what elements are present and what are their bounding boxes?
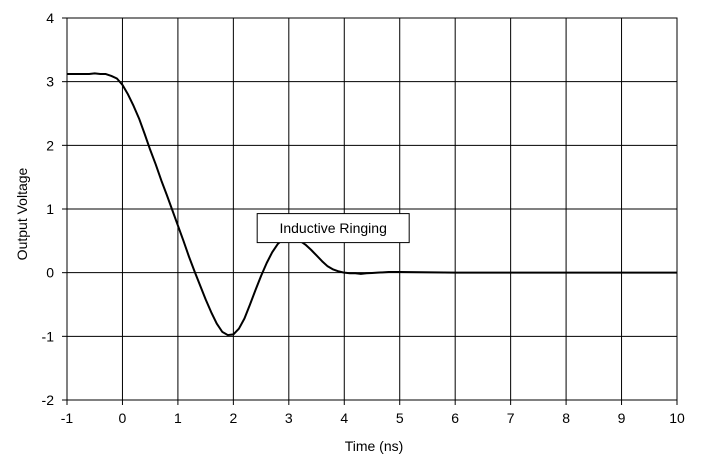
y-axis-title: Output Voltage: [14, 167, 30, 260]
x-tick-label: 4: [340, 410, 348, 426]
x-tick-label: -1: [61, 410, 74, 426]
y-tick-label: 4: [46, 10, 54, 26]
x-tick-label: 1: [174, 410, 182, 426]
annotation-text: Inductive Ringing: [279, 220, 386, 236]
x-tick-label: 6: [451, 410, 459, 426]
voltage-line: [67, 72, 677, 337]
annotation-inductive-ringing: Inductive Ringing: [256, 213, 410, 244]
y-tick-label: -2: [42, 392, 55, 408]
x-tick-label: 9: [618, 410, 626, 426]
x-axis-title: Time (ns): [345, 438, 404, 454]
x-tick-label: 8: [562, 410, 570, 426]
y-tick-label: 2: [46, 137, 54, 153]
y-tick-label: 1: [46, 201, 54, 217]
x-axis-ticks: -1 0 1 2 3 4 5 6 7 8 9 10: [61, 400, 685, 426]
grid: [66, 17, 678, 401]
x-tick-label: 7: [507, 410, 515, 426]
y-tick-label: 0: [46, 265, 54, 281]
y-axis-ticks: -2 -1 0 1 2 3 4: [42, 10, 67, 408]
annotation-box: [256, 213, 410, 244]
y-tick-label: -1: [42, 328, 55, 344]
x-tick-label: 3: [285, 410, 293, 426]
y-tick-label: 3: [46, 74, 54, 90]
x-tick-label: 5: [396, 410, 404, 426]
x-tick-label: 0: [119, 410, 127, 426]
x-tick-label: 10: [669, 410, 685, 426]
x-tick-label: 2: [229, 410, 237, 426]
